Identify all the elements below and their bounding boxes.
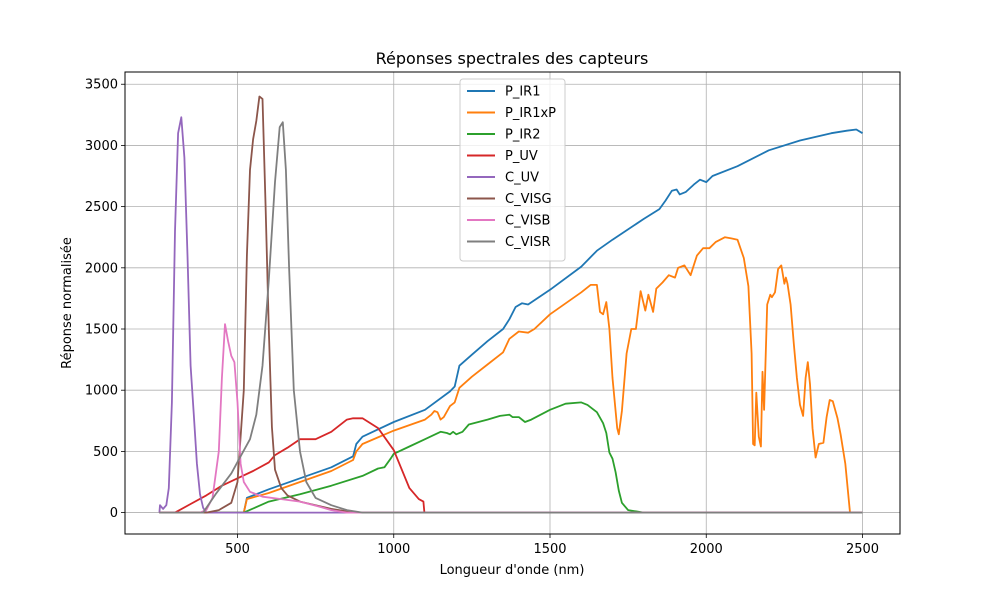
- y-tick-label: 1000: [85, 384, 118, 399]
- legend-label: P_IR1: [505, 85, 540, 100]
- plot-frame: [124, 71, 901, 535]
- y-axis-title: Réponse normalisée: [60, 237, 75, 369]
- legend-label: P_UV: [505, 149, 538, 164]
- series-line-c_visr: [159, 121, 863, 514]
- chart-title: Réponses spectrales des capteurs: [376, 49, 649, 68]
- x-axis-title: Longueur d'onde (nm): [440, 563, 585, 578]
- x-tick-label: 2000: [690, 542, 723, 557]
- y-tick-label: 2000: [85, 261, 118, 276]
- axis-ticks: 500 1000 1500 2000 2500 0 500 1000 1500 2000 2500 3…: [85, 78, 879, 557]
- legend-label: P_IR1xP: [505, 106, 556, 121]
- series-line-c_uv: [158, 116, 863, 514]
- series-line-p_ir2: [159, 401, 863, 514]
- series-line-p_ir1xp: [159, 236, 863, 514]
- y-tick-label: 2500: [85, 200, 118, 215]
- x-tick-label: 2500: [846, 542, 879, 557]
- x-tick-label: 1500: [533, 542, 566, 557]
- legend-label: C_UV: [505, 171, 539, 186]
- y-tick-label: 500: [93, 445, 118, 460]
- series-lines: [158, 95, 863, 514]
- legend-label: C_VISG: [505, 192, 552, 207]
- series-line-c_visb: [159, 323, 863, 514]
- legend: P_IR1 P_IR1xP P_IR2 P_UV C_UV C_VISG C_VISB C_V…: [459, 78, 566, 262]
- legend-label: C_VISB: [505, 214, 550, 229]
- legend-label: C_VISR: [505, 235, 551, 250]
- legend-label: P_IR2: [505, 128, 540, 143]
- x-tick-label: 500: [225, 542, 250, 557]
- series-line-p_ir1: [159, 128, 863, 514]
- y-tick-label: 3500: [85, 78, 118, 93]
- x-tick-label: 1000: [377, 542, 410, 557]
- legend-box: [459, 78, 566, 262]
- y-tick-label: 0: [110, 506, 118, 521]
- y-tick-label: 3000: [85, 139, 118, 154]
- y-tick-label: 1500: [85, 323, 118, 338]
